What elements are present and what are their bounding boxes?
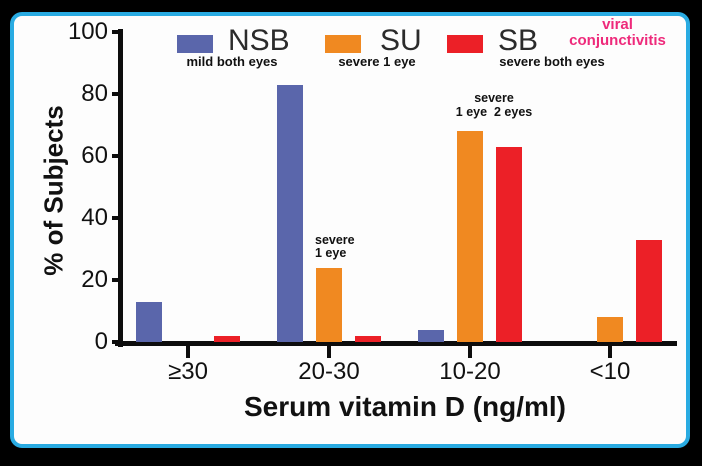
bar-sb-10-20 (496, 146, 522, 342)
y-tick-100 (112, 30, 123, 34)
legend-swatch-sb (447, 35, 483, 53)
legend-swatch-nsb (177, 35, 213, 53)
corner-note-line1: viral (602, 16, 633, 33)
legend-swatch-su (325, 35, 361, 53)
bar-sb-30 (214, 335, 240, 342)
bar-su-10-20 (457, 131, 483, 342)
x-tick-label-20-30: 20-30 (298, 358, 360, 385)
corner-note: viral conjunctivitis (545, 17, 690, 49)
y-tick-60 (112, 154, 123, 158)
x-tick-20-30 (327, 346, 331, 358)
y-tick-40 (112, 216, 123, 220)
bar-nsb-10-20 (418, 329, 444, 342)
x-tick-label-10-20: 10-20 (439, 358, 501, 385)
x-tick-label-30: ≥30 (168, 358, 208, 385)
bar-nsb-20-30 (277, 84, 303, 342)
y-axis-line (118, 29, 123, 347)
y-tick-0 (112, 340, 123, 344)
corner-note-line2: conjunctivitis (569, 32, 666, 49)
legend-label-su: SU (380, 24, 422, 57)
legend-label-sb: SB (498, 24, 539, 57)
y-tick-80 (112, 92, 123, 96)
x-tick-10 (608, 346, 612, 358)
annotation-severe-1-eye: severe 1 eye (315, 232, 355, 261)
y-axis-title: % of Subjects (38, 105, 69, 276)
legend-sublabel-su: severe 1 eye (338, 54, 416, 69)
chart-panel (10, 12, 690, 448)
bar-su-10 (597, 317, 623, 342)
bar-sb-20-30 (355, 335, 381, 342)
legend-label-nsb: NSB (228, 24, 290, 57)
x-tick-30 (186, 346, 190, 358)
y-tick-label-80: 80 (81, 80, 108, 107)
y-tick-label-60: 60 (81, 142, 108, 169)
y-tick-label-100: 100 (67, 18, 108, 45)
y-tick-label-0: 0 (94, 328, 108, 355)
x-axis-line (115, 341, 677, 346)
y-tick-label-20: 20 (81, 266, 108, 293)
legend-sublabel-sb: severe both eyes (499, 54, 605, 69)
x-tick-10-20 (468, 346, 472, 358)
y-tick-label-40: 40 (81, 204, 108, 231)
annotation-severe-1-eye-2-eyes: severe 1 eye 2 eyes (455, 91, 533, 119)
y-tick-20 (112, 278, 123, 282)
bar-sb-10 (636, 239, 662, 342)
bar-nsb-30 (136, 301, 162, 342)
bar-su-20-30 (316, 267, 342, 342)
x-axis-title: Serum vitamin D (ng/ml) (243, 391, 567, 422)
x-tick-label-10: <10 (589, 358, 631, 385)
legend-sublabel-nsb: mild both eyes (186, 54, 278, 69)
